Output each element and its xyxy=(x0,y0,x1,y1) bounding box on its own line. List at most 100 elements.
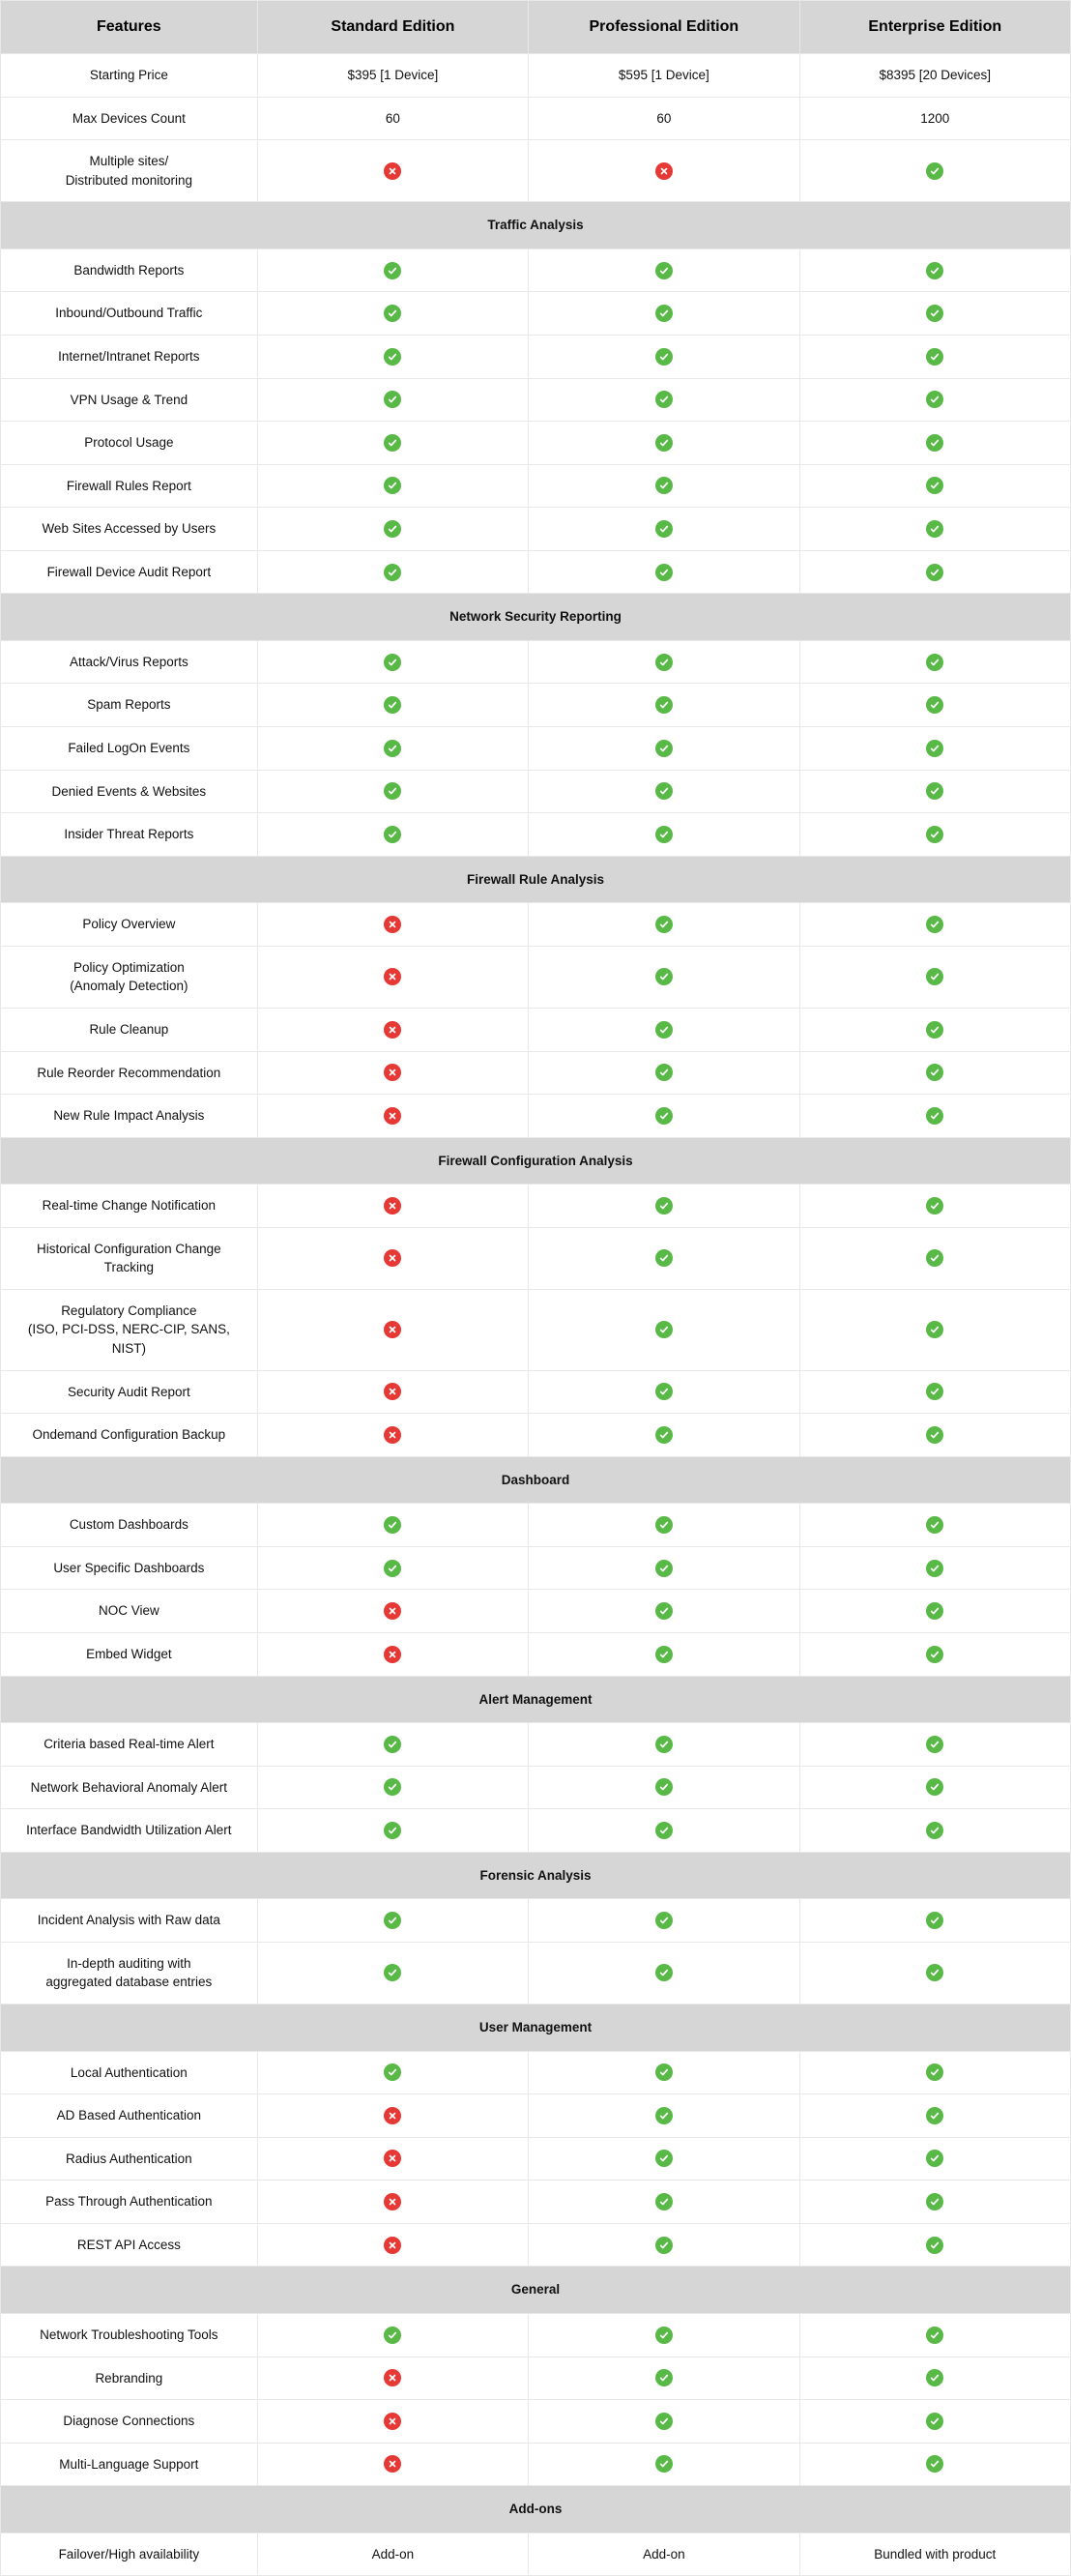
feature-value xyxy=(529,2223,799,2267)
table-row: Failed LogOn Events xyxy=(1,727,1071,771)
check-icon xyxy=(655,1736,673,1753)
feature-value xyxy=(529,2094,799,2138)
section-title: Traffic Analysis xyxy=(1,202,1071,249)
check-icon xyxy=(926,1646,943,1663)
feature-value xyxy=(257,2313,528,2356)
table-row: Network Troubleshooting Tools xyxy=(1,2313,1071,2356)
feature-name: Network Troubleshooting Tools xyxy=(1,2313,258,2356)
feature-name: Firewall Device Audit Report xyxy=(1,550,258,594)
feature-value: $395 [1 Device] xyxy=(257,54,528,98)
check-icon xyxy=(926,740,943,757)
feature-value xyxy=(257,2051,528,2094)
check-icon xyxy=(384,1912,401,1929)
table-row: Historical Configuration Change Tracking xyxy=(1,1227,1071,1289)
feature-value xyxy=(529,292,799,336)
feature-value xyxy=(257,1723,528,1767)
section-header: General xyxy=(1,2267,1071,2314)
section-header: Network Security Reporting xyxy=(1,594,1071,641)
feature-value xyxy=(529,1942,799,2004)
feature-value xyxy=(257,1546,528,1590)
check-icon xyxy=(926,2413,943,2430)
table-row: Bandwidth Reports xyxy=(1,249,1071,292)
feature-value xyxy=(257,2223,528,2267)
feature-value xyxy=(799,1185,1070,1228)
feature-name: Historical Configuration Change Tracking xyxy=(1,1227,258,1289)
col-header-standard: Standard Edition xyxy=(257,1,528,54)
feature-value xyxy=(529,2181,799,2224)
x-icon xyxy=(384,162,401,180)
check-icon xyxy=(655,916,673,933)
check-icon xyxy=(926,2237,943,2254)
feature-value xyxy=(529,2443,799,2486)
check-icon xyxy=(655,2327,673,2344)
feature-value xyxy=(257,1414,528,1457)
check-icon xyxy=(655,1197,673,1215)
check-icon xyxy=(384,477,401,494)
check-icon xyxy=(384,1516,401,1534)
table-row: In-depth auditing withaggregated databas… xyxy=(1,1942,1071,2004)
table-row: New Rule Impact Analysis xyxy=(1,1095,1071,1138)
table-row: Incident Analysis with Raw data xyxy=(1,1899,1071,1943)
section-header: Firewall Rule Analysis xyxy=(1,856,1071,903)
table-row: Pass Through Authentication xyxy=(1,2181,1071,2224)
section-title: Dashboard xyxy=(1,1456,1071,1504)
check-icon xyxy=(926,1383,943,1400)
feature-value: $8395 [20 Devices] xyxy=(799,54,1070,98)
feature-name: User Specific Dashboards xyxy=(1,1546,258,1590)
check-icon xyxy=(926,1426,943,1444)
check-icon xyxy=(655,968,673,985)
feature-value xyxy=(257,1289,528,1370)
feature-value xyxy=(799,550,1070,594)
table-row: Criteria based Real-time Alert xyxy=(1,1723,1071,1767)
check-icon xyxy=(384,262,401,279)
check-icon xyxy=(655,2193,673,2210)
check-icon xyxy=(384,1964,401,1981)
check-icon xyxy=(655,2107,673,2124)
table-row: Regulatory Compliance(ISO, PCI-DSS, NERC… xyxy=(1,1289,1071,1370)
feature-value xyxy=(799,1008,1070,1051)
feature-value xyxy=(257,2137,528,2181)
feature-value xyxy=(257,508,528,551)
check-icon xyxy=(926,2193,943,2210)
feature-value xyxy=(799,508,1070,551)
section-title: Network Security Reporting xyxy=(1,594,1071,641)
table-row: Attack/Virus Reports xyxy=(1,640,1071,684)
section-title: Firewall Configuration Analysis xyxy=(1,1137,1071,1185)
check-icon xyxy=(926,2064,943,2081)
feature-name: Diagnose Connections xyxy=(1,2400,258,2444)
section-title: Forensic Analysis xyxy=(1,1852,1071,1899)
x-icon xyxy=(384,2107,401,2124)
check-icon xyxy=(655,2369,673,2386)
check-icon xyxy=(384,2064,401,2081)
feature-value xyxy=(257,140,528,202)
feature-value xyxy=(257,2400,528,2444)
feature-value xyxy=(799,335,1070,378)
feature-value xyxy=(799,292,1070,336)
check-icon xyxy=(926,348,943,366)
feature-name: Local Authentication xyxy=(1,2051,258,2094)
check-icon xyxy=(926,1197,943,1215)
feature-value: 1200 xyxy=(799,97,1070,140)
feature-value xyxy=(529,378,799,422)
check-icon xyxy=(926,696,943,714)
feature-value: $595 [1 Device] xyxy=(529,54,799,98)
x-icon xyxy=(655,162,673,180)
feature-value xyxy=(529,464,799,508)
feature-value xyxy=(257,1227,528,1289)
feature-name: Rule Reorder Recommendation xyxy=(1,1051,258,1095)
table-row: Protocol Usage xyxy=(1,422,1071,465)
x-icon xyxy=(384,1021,401,1039)
table-row: Diagnose Connections xyxy=(1,2400,1071,2444)
check-icon xyxy=(926,1107,943,1125)
feature-value xyxy=(257,335,528,378)
feature-value xyxy=(799,2443,1070,2486)
table-row: Ondemand Configuration Backup xyxy=(1,1414,1071,1457)
check-icon xyxy=(655,477,673,494)
check-icon xyxy=(655,740,673,757)
check-icon xyxy=(926,1560,943,1577)
feature-value xyxy=(257,2443,528,2486)
feature-name: Ondemand Configuration Backup xyxy=(1,1414,258,1457)
table-row: Max Devices Count60601200 xyxy=(1,97,1071,140)
feature-value xyxy=(257,464,528,508)
table-row: REST API Access xyxy=(1,2223,1071,2267)
